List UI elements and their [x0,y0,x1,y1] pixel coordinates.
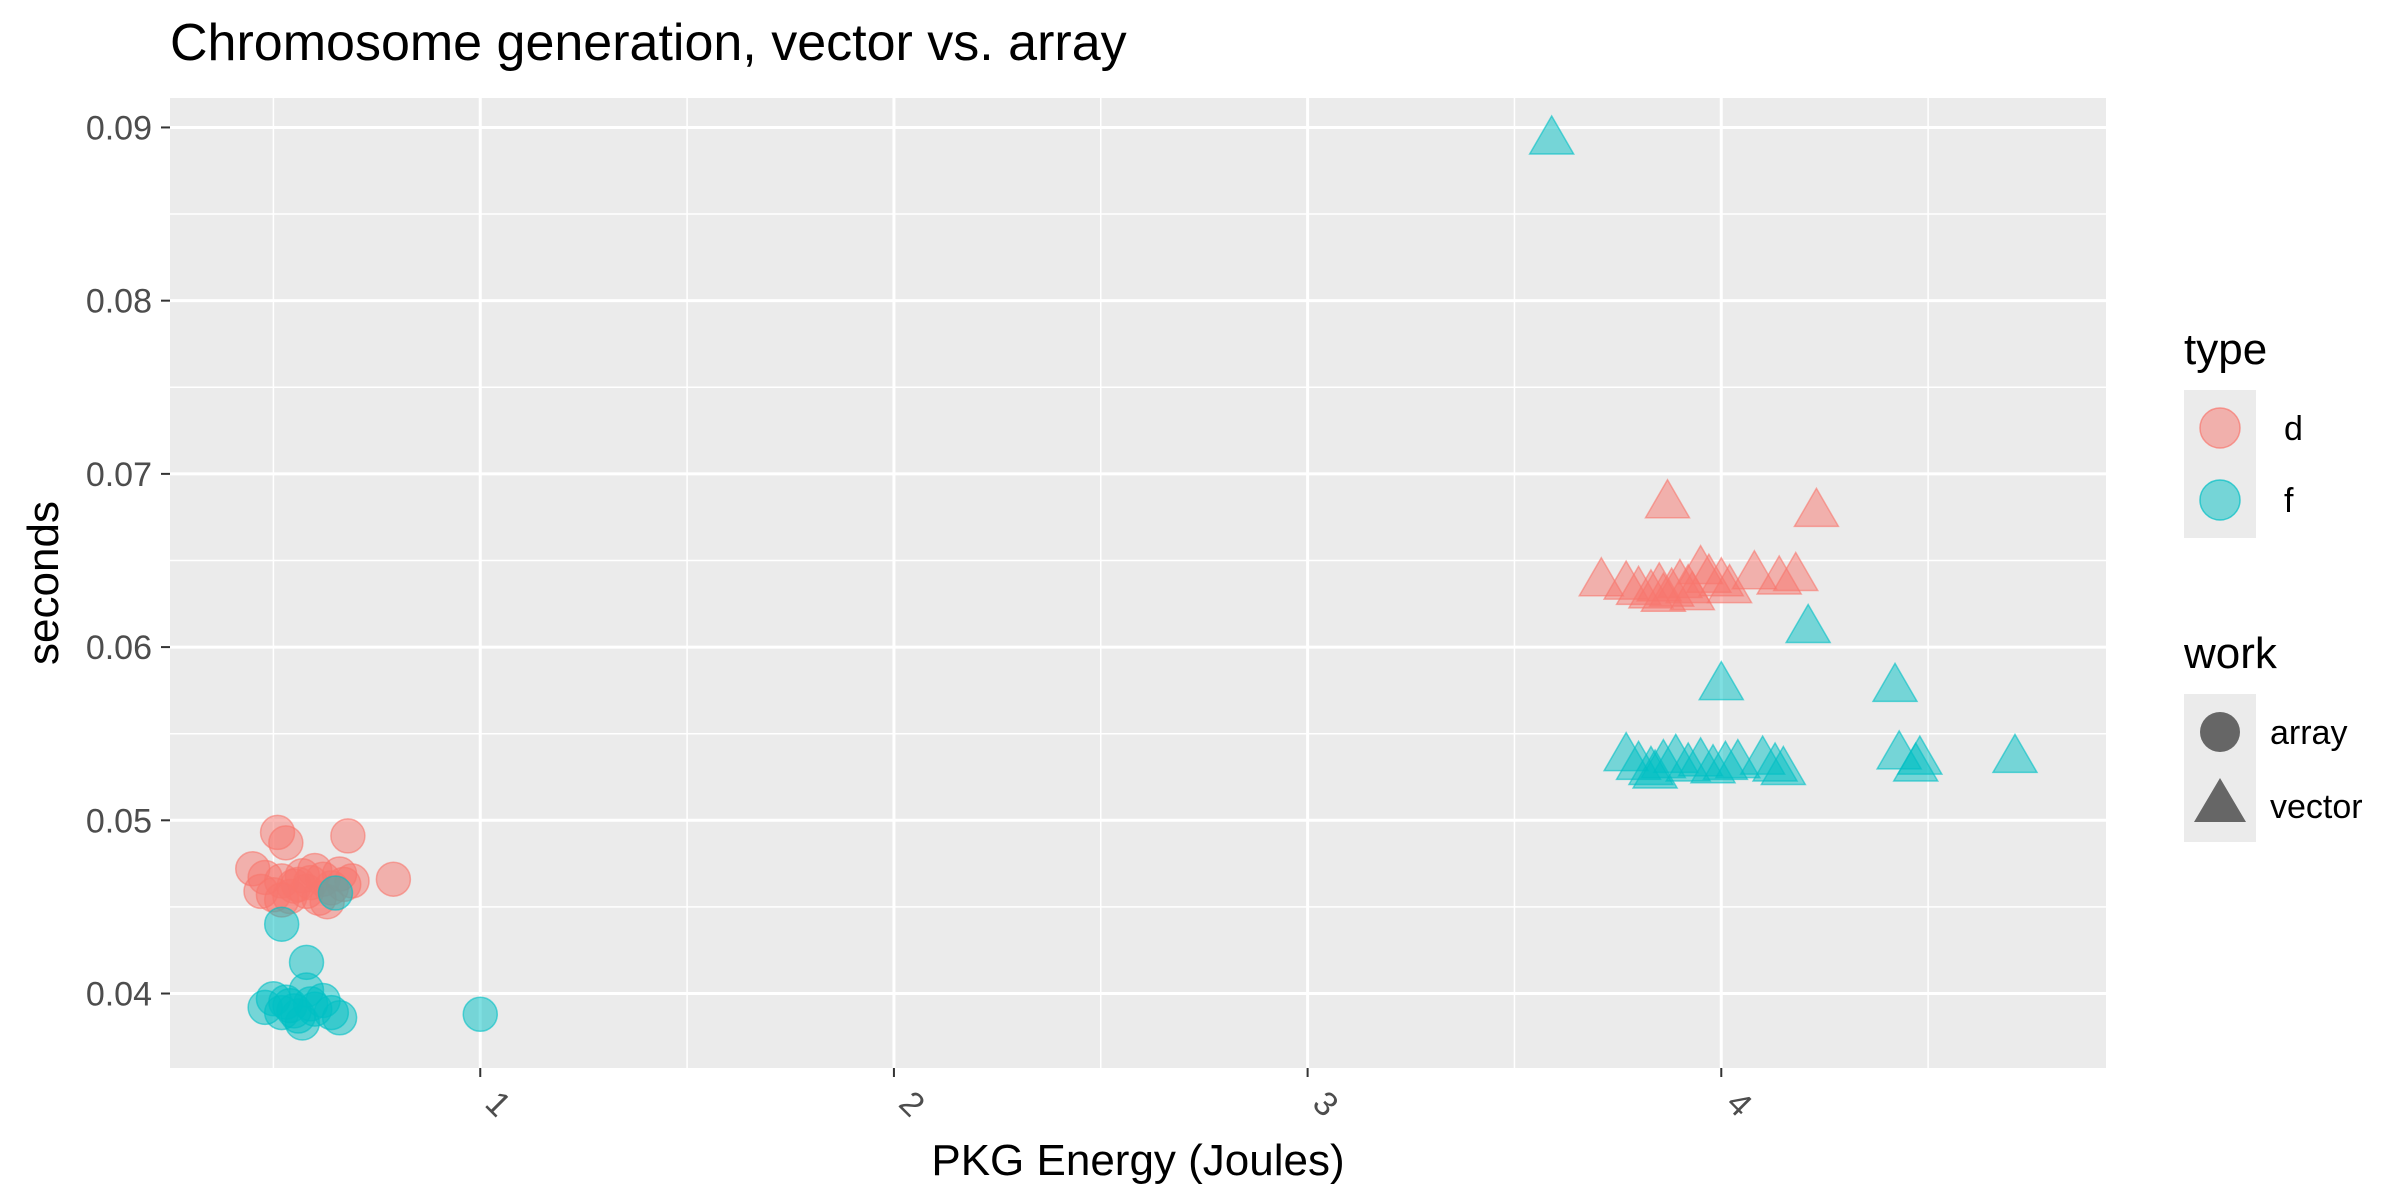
chart-title: Chromosome generation, vector vs. array [170,14,1127,72]
y-tick-label: 0.09 [86,109,152,147]
legend-array-label: array [2270,714,2347,752]
point-f-array [317,875,354,911]
y-tick-label: 0.08 [86,283,152,321]
legend-array-key [2200,712,2240,752]
plot-panel [170,98,2106,1068]
point-f-vector [1631,748,1679,789]
y-tick-label: 0.07 [86,456,152,494]
legend-work-title: work [2183,629,2278,678]
legend-type: type d f [2184,325,2303,538]
point-d-array [375,861,412,897]
point-f-vector [1760,745,1807,786]
point-f-array [462,996,499,1033]
point-f-array [321,1000,358,1036]
x-axis: 1 2 3 4 [478,1068,1759,1124]
point-f-vector [1697,660,1745,701]
y-axis: 0.04 0.05 0.06 0.07 0.08 0.09 [86,109,170,1014]
point-f-vector [1991,732,2039,774]
y-tick-label: 0.06 [86,629,152,667]
legend-f-key [2199,479,2241,521]
point-d-vector [1772,551,1820,592]
x-tick-label: 1 [478,1084,518,1124]
point-f-vector [1528,114,1575,155]
point-f-array [292,986,329,1022]
x-tick-label: 4 [1719,1084,1759,1124]
x-axis-title: PKG Energy (Joules) [931,1136,1344,1185]
y-tick-label: 0.04 [86,976,152,1014]
point-d-vector [1793,486,1840,528]
legend-d-label: d [2284,410,2303,448]
data-points [234,114,2039,1041]
legend-type-title: type [2184,325,2267,374]
minor-gridlines [170,98,2106,1068]
y-axis-title: seconds [19,501,68,665]
legend-f-label: f [2284,482,2294,520]
point-f-vector [1875,729,1923,770]
point-f-vector [1784,602,1832,644]
y-tick-label: 0.05 [86,802,152,840]
point-d-vector [1669,570,1716,611]
point-d-vector [1644,478,1691,519]
point-f-array [263,906,300,942]
legend-work: work array vector [2183,629,2363,842]
legend-vector-label: vector [2270,788,2363,826]
point-d-array [330,818,366,854]
point-f-vector [1871,661,1919,703]
legend-d-key [2199,407,2241,449]
x-tick-label: 2 [892,1084,932,1124]
x-tick-label: 3 [1305,1084,1345,1124]
legend-vector-key [2194,778,2246,822]
point-d-array [268,825,304,861]
